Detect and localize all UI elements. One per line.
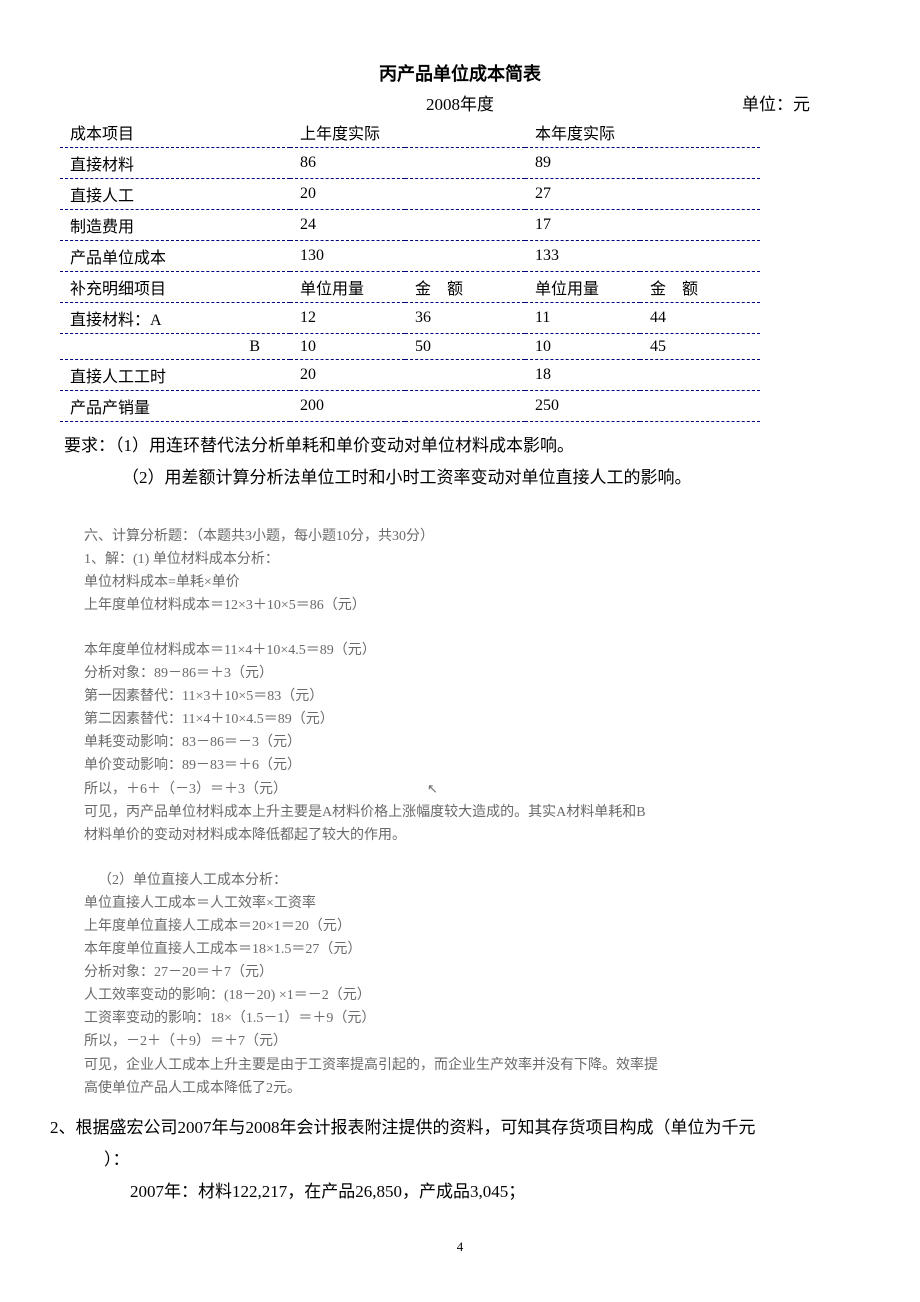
- solution-line: 单位直接人工成本＝人工效率×工资率: [84, 892, 870, 915]
- cell: 20: [290, 179, 525, 210]
- solution-line: 第一因素替代：11×3＋10×5＝83（元）: [84, 685, 870, 708]
- cell: [640, 360, 760, 391]
- table-detail-header: 补充明细项目 单位用量 金 额 单位用量 金 额: [60, 272, 760, 303]
- solution-line: 单位材料成本=单耗×单价: [84, 571, 870, 594]
- solution-line: 本年度单位材料成本＝11×4＋10×4.5＝89（元）: [84, 639, 870, 662]
- solution-block: 六、计算分析题：（本题共3小题，每小题10分，共30分） 1、解：(1) 单位材…: [50, 525, 870, 1100]
- cell: 直接人工工时: [60, 360, 290, 391]
- cell: 11: [525, 303, 640, 334]
- solution-line: 人工效率变动的影响：(18－20) ×1＝－2（元）: [84, 984, 870, 1007]
- header-cell: 成本项目: [60, 117, 290, 148]
- table-title: 丙产品单位成本简表: [50, 60, 870, 86]
- requirement-1: 要求：（1）用连环替代法分析单耗和单价变动对单位材料成本影响。: [64, 430, 870, 462]
- solution-line: 分析对象：89－86＝＋3（元）: [84, 662, 870, 685]
- q2-line: 2007年：材料122,217，在产品26,850，产成品3,045；: [50, 1176, 870, 1208]
- solution-line: 1、解：(1) 单位材料成本分析：: [84, 548, 870, 571]
- table-header-row: 成本项目 上年度实际 本年度实际: [60, 117, 760, 148]
- solution-line: 单耗变动影响：83－86＝－3（元）: [84, 731, 870, 754]
- table-row: B 10 50 10 45: [60, 334, 760, 360]
- table-row: 直接材料：A 12 36 11 44: [60, 303, 760, 334]
- solution-line: 上年度单位材料成本＝12×3＋10×5＝86（元）: [84, 594, 870, 617]
- solution-line: 单价变动影响：89－83＝＋6（元）: [84, 754, 870, 777]
- cell: 130: [290, 241, 525, 272]
- header-cell: 本年度实际: [525, 117, 760, 148]
- solution-line: （2）单位直接人工成本分析：: [84, 869, 870, 892]
- solution-conclusion: 可见，丙产品单位材料成本上升主要是A材料价格上涨幅度较大造成的。其实A材料单耗和…: [84, 801, 870, 824]
- cell: 直接材料：A: [60, 303, 290, 334]
- cell: 单位用量: [525, 272, 640, 303]
- cell: 133: [525, 241, 760, 272]
- cell: 10: [290, 334, 405, 360]
- cell: 制造费用: [60, 210, 290, 241]
- cell: [405, 360, 525, 391]
- solution-line: 所以，－2＋（＋9）＝＋7（元）: [84, 1030, 870, 1053]
- cell: B: [60, 334, 290, 360]
- solution-line: 工资率变动的影响：18×（1.5－1）＝＋9（元）: [84, 1007, 870, 1030]
- cell: 直接材料: [60, 148, 290, 179]
- cell: 89: [525, 148, 760, 179]
- cell: 24: [290, 210, 525, 241]
- table-row: 制造费用 24 17: [60, 210, 760, 241]
- cell: 10: [525, 334, 640, 360]
- cell: 补充明细项目: [60, 272, 290, 303]
- cell: 27: [525, 179, 760, 210]
- cell: 直接人工: [60, 179, 290, 210]
- requirement-2: （2）用差额计算分析法单位工时和小时工资率变动对单位直接人工的影响。: [64, 462, 870, 494]
- requirements-block: 要求：（1）用连环替代法分析单耗和单价变动对单位材料成本影响。 （2）用差额计算…: [50, 430, 870, 495]
- cost-table: 成本项目 上年度实际 本年度实际 直接材料 86 89 直接人工 20 27 制…: [60, 117, 760, 422]
- table-row: 直接材料 86 89: [60, 148, 760, 179]
- table-row: 产品产销量 200 250: [60, 391, 760, 422]
- table-row: 直接人工 20 27: [60, 179, 760, 210]
- solution-line: 所以，＋6＋（－3）＝＋3（元）↖: [84, 778, 870, 801]
- cell: [405, 391, 525, 422]
- cell: 20: [290, 360, 405, 391]
- cell: 86: [290, 148, 525, 179]
- unit-label: 单位：元: [742, 90, 810, 115]
- q2-line: ）：: [50, 1144, 870, 1176]
- table-row: 产品单位成本 130 133: [60, 241, 760, 272]
- solution-line: 第二因素替代：11×4＋10×4.5＝89（元）: [84, 708, 870, 731]
- cell: 产品单位成本: [60, 241, 290, 272]
- cell: 45: [640, 334, 760, 360]
- cell: 金 额: [640, 272, 760, 303]
- page-number: 4: [50, 1239, 870, 1255]
- cell: 产品产销量: [60, 391, 290, 422]
- solution-header: 六、计算分析题：（本题共3小题，每小题10分，共30分）: [84, 525, 870, 548]
- solution-line: 上年度单位直接人工成本＝20×1＝20（元）: [84, 915, 870, 938]
- solution-conclusion: 材料单价的变动对材料成本降低都起了较大的作用。: [84, 824, 870, 847]
- cell: [640, 391, 760, 422]
- cell: 44: [640, 303, 760, 334]
- cell: 50: [405, 334, 525, 360]
- subtitle-row: 2008年度 单位：元: [50, 90, 870, 115]
- cell: 200: [290, 391, 405, 422]
- solution-conclusion: 高使单位产品人工成本降低了2元。: [84, 1077, 870, 1100]
- solution-conclusion: 可见，企业人工成本上升主要是由于工资率提高引起的，而企业生产效率并没有下降。效率…: [84, 1054, 870, 1077]
- cell: 17: [525, 210, 760, 241]
- solution-line: 分析对象：27－20＝＋7（元）: [84, 961, 870, 984]
- q2-line: 2、根据盛宏公司2007年与2008年会计报表附注提供的资料，可知其存货项目构成…: [50, 1112, 870, 1144]
- table-row: 直接人工工时 20 18: [60, 360, 760, 391]
- cursor-icon: ↖: [427, 778, 438, 799]
- cell: 单位用量: [290, 272, 405, 303]
- question-2: 2、根据盛宏公司2007年与2008年会计报表附注提供的资料，可知其存货项目构成…: [50, 1112, 870, 1209]
- cell: 18: [525, 360, 640, 391]
- header-cell: 上年度实际: [290, 117, 525, 148]
- cell: 12: [290, 303, 405, 334]
- cell: 250: [525, 391, 640, 422]
- solution-line: 本年度单位直接人工成本＝18×1.5＝27（元）: [84, 938, 870, 961]
- cell: 金 额: [405, 272, 525, 303]
- cell: 36: [405, 303, 525, 334]
